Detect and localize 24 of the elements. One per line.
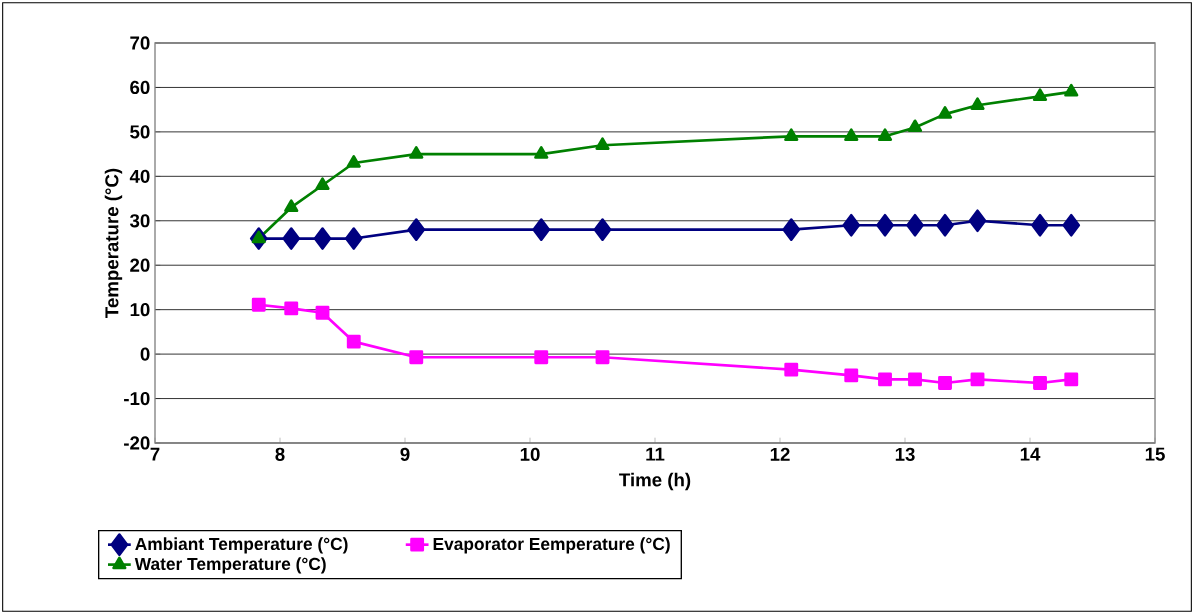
legend-label: Ambiant Temperature (°C) — [135, 537, 348, 554]
legend-label: Water Temperature (°C) — [134, 557, 326, 574]
x-tick-label: 14 — [1020, 447, 1041, 461]
y-tick-label: 20 — [130, 258, 150, 272]
y-tick-label: 60 — [130, 80, 150, 95]
y-axis-title: Temperature (°C) — [104, 168, 123, 318]
y-tick-label: -10 — [124, 391, 150, 406]
x-tick-label: 15 — [1145, 447, 1165, 461]
x-tick-label: 8 — [275, 447, 285, 461]
y-tick-label: 50 — [130, 125, 150, 139]
x-tick-label: 10 — [520, 447, 540, 461]
x-tick-label: 9 — [400, 447, 410, 461]
legend-label: Evaporator Eemperature (°C) — [433, 537, 670, 554]
x-axis-title: Time (h) — [619, 472, 691, 491]
x-tick-label: 13 — [895, 447, 915, 461]
y-tick-label: 70 — [130, 36, 150, 50]
x-tick-label: 12 — [770, 447, 790, 461]
y-tick-label: 0 — [140, 347, 150, 361]
y-tick-label: -20 — [124, 436, 150, 450]
y-tick-label: 40 — [129, 169, 150, 183]
x-tick-label: 7 — [150, 447, 160, 461]
y-tick-label: 30 — [129, 214, 150, 228]
y-tick-label: 10 — [130, 303, 150, 317]
x-tick-label: 11 — [646, 447, 665, 461]
